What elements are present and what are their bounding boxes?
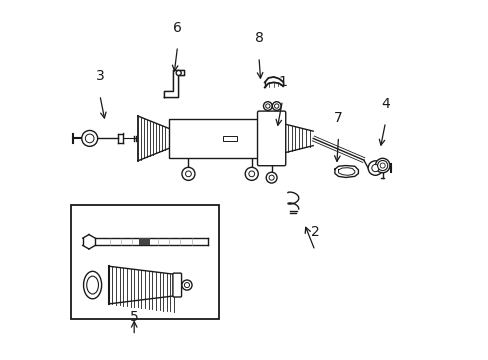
Text: 1: 1 <box>278 75 286 89</box>
Circle shape <box>272 102 281 111</box>
Circle shape <box>85 134 94 143</box>
Polygon shape <box>164 70 183 97</box>
Circle shape <box>375 158 389 173</box>
Circle shape <box>379 163 385 168</box>
Text: 2: 2 <box>310 225 319 239</box>
Bar <box>139 238 150 246</box>
Circle shape <box>81 130 98 147</box>
FancyBboxPatch shape <box>173 273 181 297</box>
Circle shape <box>265 172 277 183</box>
Ellipse shape <box>86 276 98 294</box>
Text: 8: 8 <box>254 31 263 45</box>
Text: 3: 3 <box>95 69 104 84</box>
FancyBboxPatch shape <box>257 111 285 166</box>
Circle shape <box>371 165 378 172</box>
Circle shape <box>176 71 181 76</box>
Circle shape <box>182 280 192 290</box>
Text: 7: 7 <box>333 111 342 125</box>
Text: 6: 6 <box>173 21 182 35</box>
Circle shape <box>367 161 382 175</box>
Text: 4: 4 <box>381 96 389 111</box>
Polygon shape <box>334 166 358 177</box>
Circle shape <box>244 167 258 180</box>
Circle shape <box>268 175 274 180</box>
Circle shape <box>248 171 254 177</box>
Bar <box>168 118 265 158</box>
Circle shape <box>185 171 191 177</box>
Circle shape <box>265 104 269 108</box>
Ellipse shape <box>83 271 102 299</box>
Circle shape <box>182 167 195 180</box>
Text: 5: 5 <box>129 310 138 324</box>
Circle shape <box>184 283 189 288</box>
Circle shape <box>274 104 278 108</box>
Bar <box>71 205 219 319</box>
Bar <box>223 136 237 140</box>
Circle shape <box>377 161 387 171</box>
Circle shape <box>263 102 272 111</box>
